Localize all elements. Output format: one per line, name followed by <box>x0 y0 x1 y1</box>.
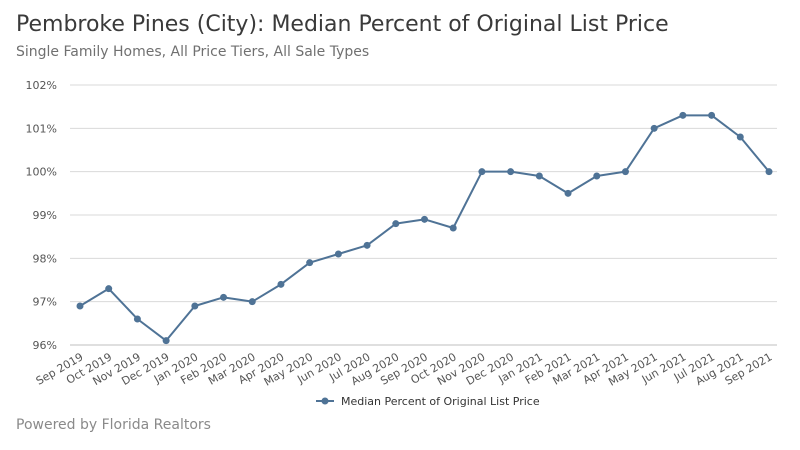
data-point <box>621 168 629 176</box>
data-point <box>392 220 400 228</box>
legend[interactable]: Median Percent of Original List Price <box>316 395 540 408</box>
data-point <box>449 224 457 232</box>
chart-title: Pembroke Pines (City): Median Percent of… <box>16 12 669 37</box>
data-point <box>679 111 687 119</box>
legend-marker <box>321 397 329 405</box>
footer-credit: Powered by Florida Realtors <box>16 417 211 433</box>
data-point <box>765 168 773 176</box>
data-point <box>708 111 716 119</box>
series-line <box>79 114 770 342</box>
y-tick-label: 97% <box>33 296 57 309</box>
y-tick-label: 101% <box>26 122 57 135</box>
data-point <box>76 302 84 310</box>
data-point <box>736 133 744 141</box>
data-point <box>535 172 543 180</box>
data-point <box>593 172 601 180</box>
data-point <box>248 298 256 306</box>
data-point <box>564 189 572 197</box>
data-point <box>191 302 199 310</box>
y-tick-label: 100% <box>26 166 57 179</box>
y-tick-label: 98% <box>33 252 57 265</box>
data-point <box>162 337 170 345</box>
series-group <box>76 111 773 345</box>
y-tick-label: 102% <box>26 79 57 92</box>
data-point <box>507 168 515 176</box>
data-point <box>650 124 658 132</box>
data-point <box>220 293 228 301</box>
y-axis-ticks: 96% 97% 98% 99% 100% 101% 102% <box>26 79 57 352</box>
data-point <box>306 259 314 267</box>
data-point <box>421 215 428 223</box>
legend-label: Median Percent of Original List Price <box>341 395 540 408</box>
data-point <box>478 168 486 176</box>
data-point <box>363 241 371 249</box>
y-tick-label: 99% <box>33 209 57 222</box>
y-tick-label: 96% <box>33 339 57 352</box>
chart-subtitle: Single Family Homes, All Price Tiers, Al… <box>16 44 370 60</box>
data-point <box>277 280 285 288</box>
data-point <box>133 315 141 323</box>
data-point <box>334 250 342 258</box>
gridlines <box>70 84 777 346</box>
data-point <box>105 285 113 293</box>
